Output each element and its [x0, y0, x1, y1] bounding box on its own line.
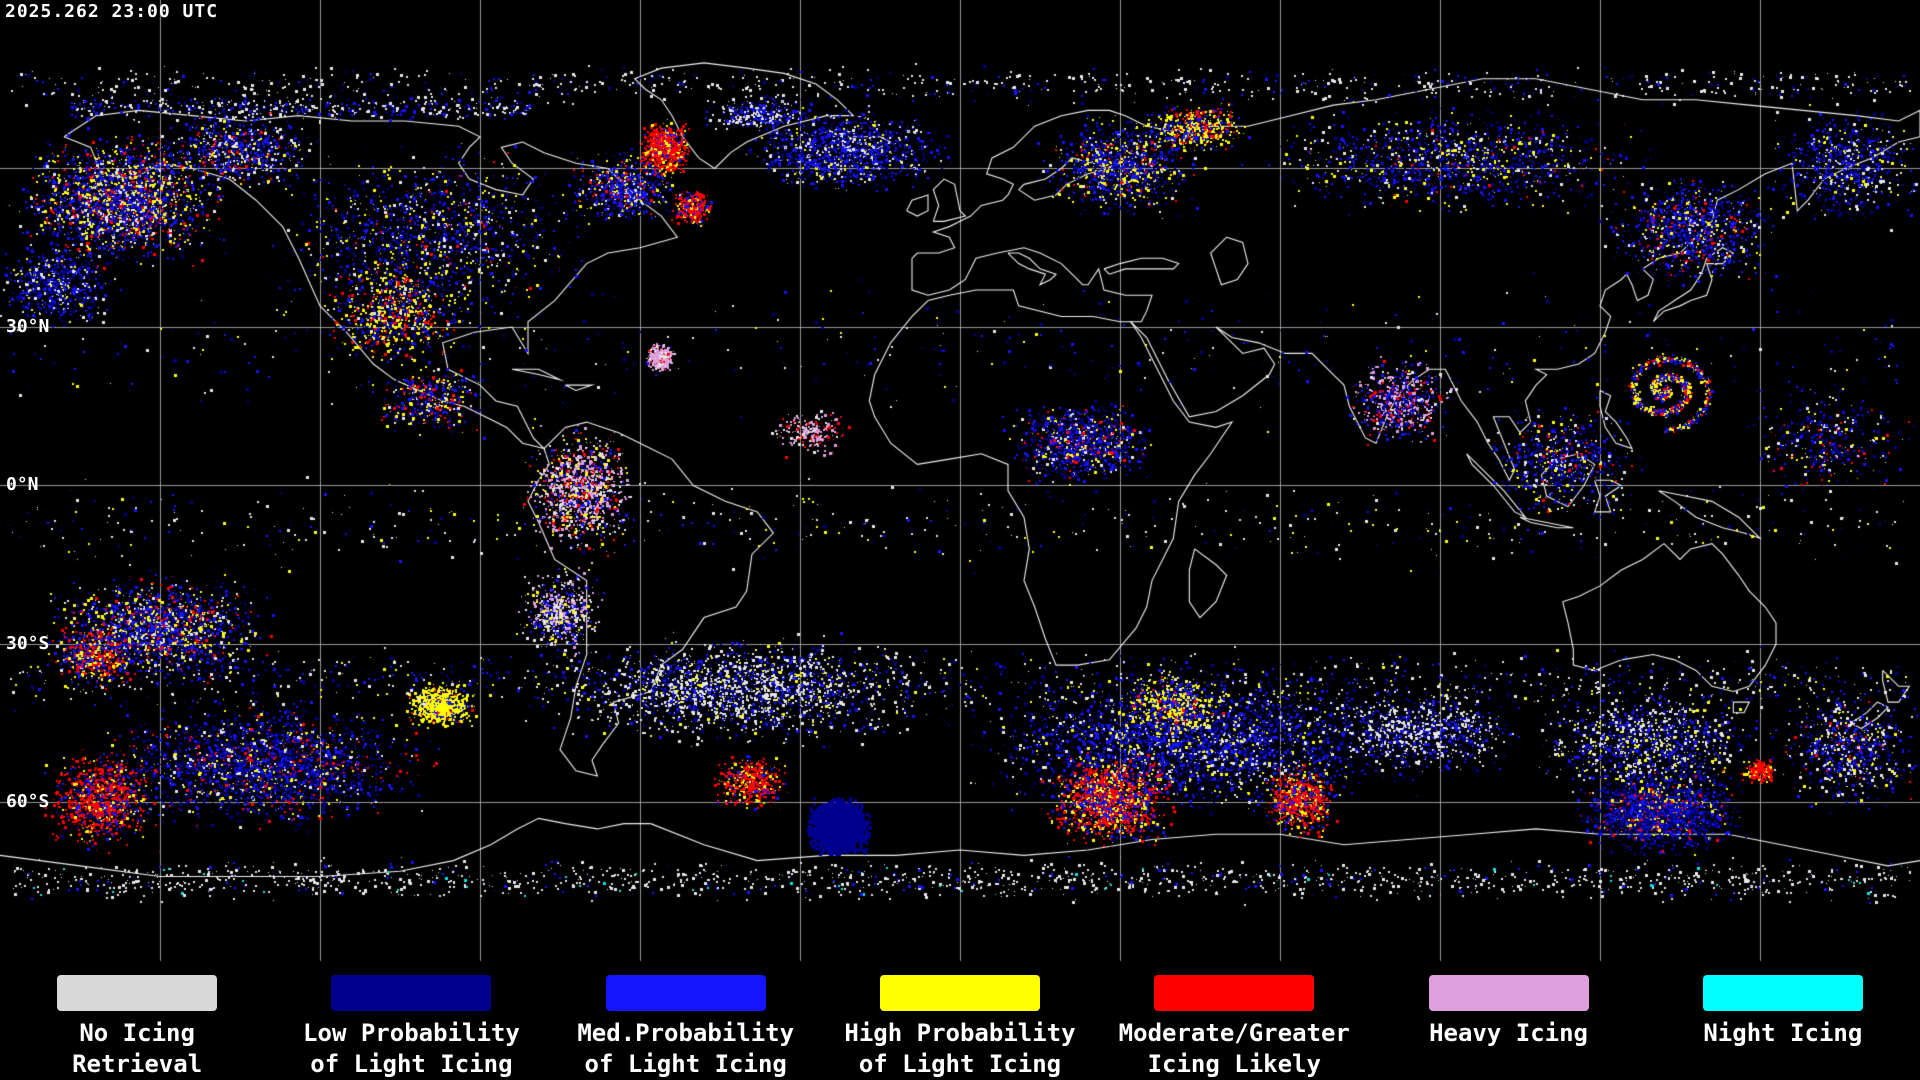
latitude-label-30S: 30°S — [6, 633, 50, 654]
legend-entry-med-probability: Med.Probability of Light Icing — [549, 962, 823, 1080]
legend-label-night-icing: Night Icing — [1703, 1019, 1863, 1047]
legend-label-low-probability: Low Probability of Light Icing — [303, 1019, 520, 1078]
legend-entry-no-icing: No Icing Retrieval — [0, 962, 274, 1080]
legend-label-high-probability: High Probability of Light Icing — [844, 1019, 1076, 1078]
legend-label-med-probability: Med.Probability of Light Icing — [577, 1019, 795, 1078]
latitude-label-0N: 0°N — [6, 474, 39, 495]
latitude-label-30N: 30°N — [6, 316, 50, 337]
timestamp-label: 2025.262 23:00 UTC — [5, 1, 219, 22]
legend: No Icing Retrieval Low Probability of Light… — [0, 962, 1920, 1080]
world-icing-map: 2025.262 23:00 UTC 30°N 0°N 30°S 60°S — [0, 0, 1920, 962]
legend-swatch-med-probability — [605, 975, 766, 1011]
legend-entry-heavy-icing: Heavy Icing — [1371, 962, 1645, 1080]
legend-entry-night-icing: Night Icing — [1646, 962, 1920, 1080]
legend-entry-moderate-greater: Moderate/Greater Icing Likely — [1097, 962, 1371, 1080]
legend-swatch-low-probability — [331, 975, 492, 1011]
legend-swatch-moderate-greater — [1154, 975, 1315, 1011]
legend-swatch-high-probability — [879, 975, 1040, 1011]
latitude-label-60S: 60°S — [6, 791, 50, 812]
legend-swatch-no-icing — [57, 975, 218, 1011]
legend-entry-high-probability: High Probability of Light Icing — [823, 962, 1097, 1080]
legend-swatch-heavy-icing — [1428, 975, 1589, 1011]
legend-swatch-night-icing — [1702, 975, 1863, 1011]
icing-data-canvas — [0, 0, 1920, 962]
legend-label-heavy-icing: Heavy Icing — [1429, 1019, 1589, 1047]
legend-label-moderate-greater: Moderate/Greater Icing Likely — [1118, 1019, 1350, 1078]
legend-entry-low-probability: Low Probability of Light Icing — [274, 962, 548, 1080]
legend-label-no-icing: No Icing Retrieval — [72, 1019, 203, 1078]
